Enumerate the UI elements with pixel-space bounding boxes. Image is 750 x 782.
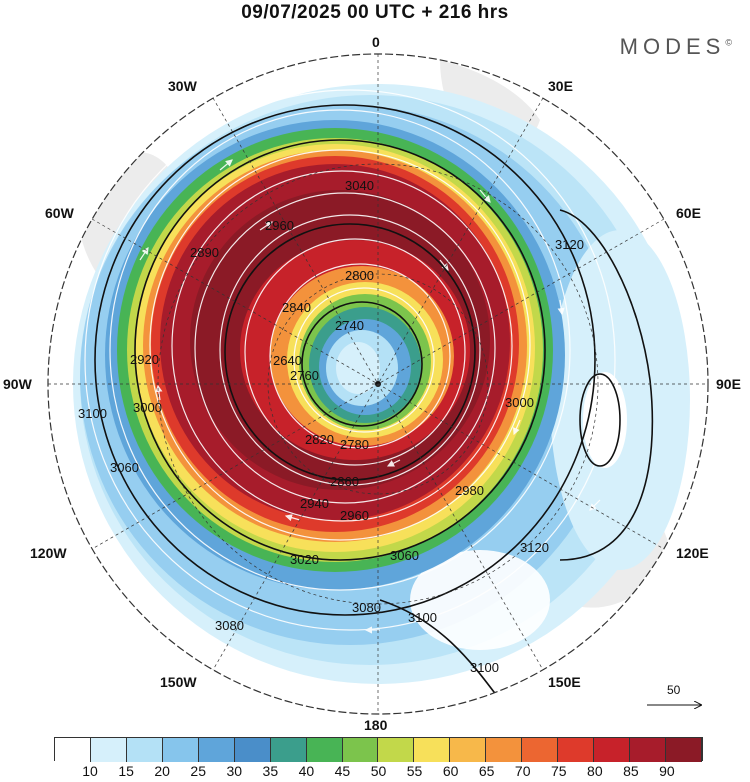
brand-text: MODES	[619, 34, 726, 59]
contour-label: 2640	[273, 353, 302, 368]
colorbar-swatch	[198, 738, 235, 762]
colorbar-tick-label: 15	[118, 763, 134, 779]
colorbar-swatch	[665, 738, 702, 762]
lon-label-30w: 30W	[168, 78, 197, 94]
reference-vector-value: 50	[667, 683, 681, 697]
contour-label: 3060	[390, 548, 419, 563]
colorbar-swatch	[162, 738, 199, 762]
lon-label-90e: 90E	[716, 376, 741, 392]
contour-label: 2940	[300, 496, 329, 511]
lon-label-60w: 60W	[45, 205, 74, 221]
lon-label-30e: 30E	[548, 78, 573, 94]
colorbar-tick-label: 90	[659, 763, 675, 779]
colorbar-swatch	[378, 738, 415, 762]
brand-mark: ©	[725, 37, 732, 48]
lon-label-120w: 120W	[30, 545, 67, 561]
colorbar-tick-label: 35	[262, 763, 279, 779]
lon-label-150e: 150E	[548, 674, 581, 690]
colorbar-tick-label: 80	[587, 763, 603, 779]
colorbar-swatch	[450, 738, 487, 762]
colorbar-swatch	[342, 738, 379, 762]
height-contours	[94, 104, 654, 701]
contour-label: 3100	[78, 406, 107, 421]
reference-vector: 50	[645, 683, 705, 723]
colorbar-swatch	[594, 738, 630, 762]
colorbar-tick-label: 50	[370, 763, 387, 779]
colorbar-tick-label: 85	[623, 763, 639, 779]
contour-label: 2890	[190, 245, 219, 260]
lon-label-150w: 150W	[160, 674, 197, 690]
colorbar-tick-label: 75	[550, 763, 567, 779]
colorbar-tick-label: 20	[154, 763, 170, 779]
contour-label: 2740	[335, 318, 364, 333]
chart-title: 09/07/2025 00 UTC + 216 hrs	[241, 2, 509, 23]
contour-label: 2780	[340, 437, 369, 452]
contour-label: 2960	[340, 508, 369, 523]
colorbar-swatch	[90, 738, 127, 762]
colorbar-swatch	[522, 738, 559, 762]
polar-map	[47, 53, 709, 715]
lon-label-0: 0	[372, 34, 380, 50]
colorbar-tick-label: 45	[334, 763, 351, 779]
colorbar-tick-label: 40	[298, 763, 315, 779]
contour-label: 2760	[290, 368, 319, 383]
contour-label: 2800	[345, 268, 374, 283]
colorbar-tick-label: 25	[190, 763, 207, 779]
lon-label-90w: 90W	[3, 376, 32, 392]
colorbar-tick-label: 70	[514, 763, 531, 779]
contour-label: 3060	[110, 460, 139, 475]
contour-label: 3080	[215, 618, 244, 633]
contour-label: 3000	[133, 400, 162, 415]
graticule	[48, 54, 708, 714]
colorbar-tick-label: 55	[406, 763, 423, 779]
colorbar-swatch	[126, 738, 163, 762]
contour-label: 3000	[505, 395, 534, 410]
colorbar-swatch	[270, 738, 307, 762]
lon-label-120e: 120E	[676, 545, 709, 561]
colorbar-swatch	[234, 738, 271, 762]
colorbar-tick-label: 10	[82, 763, 98, 779]
colorbar-swatch	[306, 738, 343, 762]
contour-label: 2840	[282, 300, 311, 315]
contour-label: 3020	[290, 552, 319, 567]
map-boundary	[47, 53, 709, 715]
colorbar-ticks: 10 15 20 25 30 35 40 45 50 55 60 65 70 75 80 85 90	[54, 763, 703, 781]
colorbar	[54, 737, 703, 762]
contour-label: 3080	[352, 600, 381, 615]
colorbar-swatch	[630, 738, 666, 762]
colorbar-tick-label: 60	[442, 763, 459, 779]
contour-label: 2820	[305, 432, 334, 447]
colorbar-swatch	[414, 738, 451, 762]
colorbar-tick-label: 30	[226, 763, 243, 779]
lon-label-60e: 60E	[676, 205, 701, 221]
contour-label: 3120	[520, 540, 549, 555]
contour-label: 2860	[330, 474, 359, 489]
brand-logo: MODES©	[620, 34, 732, 60]
colorbar-swatch	[55, 738, 91, 762]
contour-label: 2960	[265, 218, 294, 233]
contour-label: 3040	[345, 178, 374, 193]
streamlines	[84, 89, 616, 634]
contour-label: 3100	[470, 660, 499, 675]
contour-label: 3100	[408, 610, 437, 625]
contour-label: 2980	[455, 483, 484, 498]
colorbar-tick-label: 65	[478, 763, 495, 779]
lon-label-180: 180	[364, 717, 388, 733]
colorbar-swatch	[558, 738, 595, 762]
colorbar-swatch	[486, 738, 523, 762]
contour-label: 3120	[555, 237, 584, 252]
contour-label: 2920	[130, 352, 159, 367]
reference-arrow-icon	[647, 683, 705, 723]
